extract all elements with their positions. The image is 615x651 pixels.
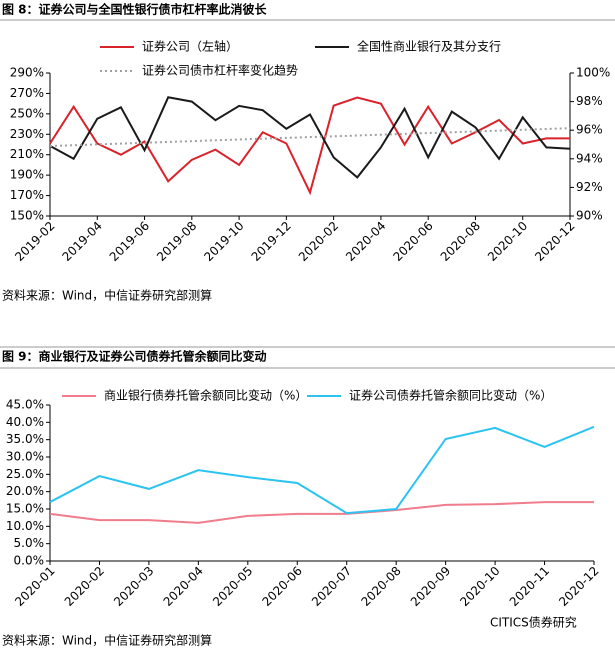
- y-tick-label: 150%: [10, 209, 44, 223]
- x-tick-label: 2020-10: [457, 564, 502, 609]
- x-tick-label: 2020-11: [507, 564, 552, 609]
- y2-tick-label: 94%: [576, 151, 603, 165]
- x-tick-label: 2020-08: [438, 219, 483, 264]
- x-tick-label: 2019-04: [60, 219, 105, 264]
- y-tick-label: 270%: [10, 86, 44, 100]
- series-line: [49, 96, 570, 196]
- y-tick-label: 5.0%: [14, 536, 45, 550]
- watermark: CITICS债券研究: [490, 615, 577, 630]
- y-tick-label: 30.0%: [6, 450, 44, 464]
- x-tick-label: 2019-12: [249, 219, 294, 264]
- y-tick-label: 15.0%: [6, 502, 44, 516]
- x-tick-label: 2020-04: [343, 219, 388, 264]
- x-tick-label: 2020-12: [532, 219, 577, 264]
- y2-tick-label: 92%: [576, 180, 603, 194]
- x-tick-label: 2020-01: [12, 564, 57, 609]
- y2-tick-label: 96%: [576, 123, 603, 137]
- source: 资料来源：Wind，中信证券研究部测算: [2, 633, 212, 648]
- series-line: [49, 425, 595, 515]
- x-tick-label: 2019-08: [154, 219, 199, 264]
- x-tick-label: 2020-05: [210, 564, 255, 609]
- y2-tick-label: 90%: [576, 209, 603, 223]
- y-tick-label: 230%: [10, 127, 44, 141]
- x-tick-label: 2019-10: [201, 219, 246, 264]
- legend-label: 证券公司债市杠杆率变化趋势: [142, 63, 298, 78]
- y-tick-label: 35.0%: [6, 432, 44, 446]
- x-tick-label: 2020-02: [296, 219, 341, 264]
- x-tick-label: 2020-09: [408, 564, 453, 609]
- y-tick-label: 250%: [10, 106, 44, 120]
- legend-label: 全国性商业银行及其分支行: [357, 39, 501, 54]
- y-tick-label: 210%: [10, 147, 44, 161]
- y-tick-label: 40.0%: [6, 415, 44, 429]
- series-line: [49, 96, 571, 179]
- y2-tick-label: 98%: [576, 94, 603, 108]
- y-tick-label: 0.0%: [14, 554, 45, 568]
- x-tick-label: 2019-06: [107, 219, 152, 264]
- x-tick-label: 2020-10: [485, 219, 530, 264]
- x-tick-label: 2020-08: [358, 564, 403, 609]
- y-tick-label: 25.0%: [6, 467, 44, 481]
- series-line: [49, 127, 571, 148]
- legend-label: 证券公司（左轴）: [142, 39, 238, 54]
- x-tick-label: 2020-04: [161, 564, 206, 609]
- x-tick-label: 2020-12: [556, 564, 601, 609]
- y-tick-label: 10.0%: [6, 519, 44, 533]
- y2-tick-label: 100%: [576, 66, 610, 80]
- legend-label: 证券公司债券托管余额同比变动（%）: [349, 388, 552, 403]
- y-tick-label: 20.0%: [6, 484, 44, 498]
- x-tick-label: 2019-02: [12, 219, 57, 264]
- source: 资料来源：Wind，中信证券研究部测算: [2, 288, 212, 303]
- y-tick-label: 170%: [10, 188, 44, 202]
- x-tick-label: 2020-07: [309, 564, 354, 609]
- y-tick-label: 190%: [10, 168, 44, 182]
- legend-label: 商业银行债券托管余额同比变动（%）: [104, 388, 307, 403]
- y-tick-label: 290%: [10, 66, 44, 80]
- x-tick-label: 2020-02: [62, 564, 107, 609]
- chart-title: 图 9：商业银行及证券公司债券托管余额同比变动: [2, 349, 267, 364]
- series-line: [49, 501, 594, 524]
- x-tick-label: 2020-06: [390, 219, 435, 264]
- y-tick-label: 45.0%: [6, 398, 44, 412]
- x-tick-label: 2020-06: [260, 564, 305, 609]
- chart-title: 图 8：证券公司与全国性银行债市杠杆率此消彼长: [2, 2, 268, 17]
- x-tick-label: 2020-03: [111, 564, 156, 609]
